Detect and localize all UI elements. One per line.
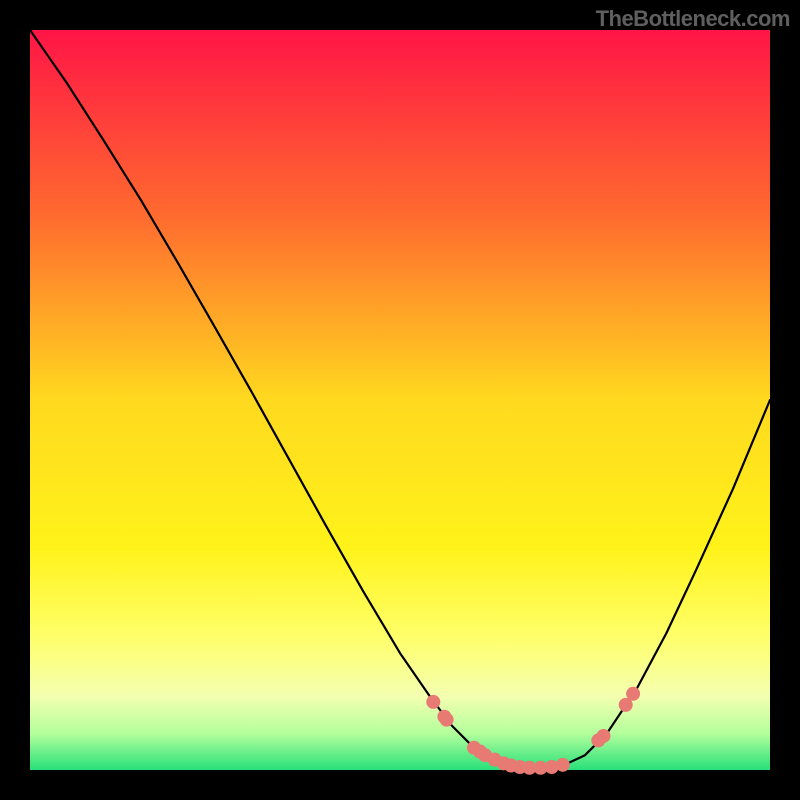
curve-marker — [626, 687, 640, 701]
curve-marker — [556, 758, 570, 772]
curve-marker — [426, 695, 440, 709]
watermark-text: TheBottleneck.com — [596, 6, 790, 32]
curve-marker — [597, 729, 611, 743]
curve-marker — [440, 713, 454, 727]
plot-area — [30, 30, 770, 770]
bottleneck-chart: TheBottleneck.com — [0, 0, 800, 800]
chart-svg — [0, 0, 800, 800]
